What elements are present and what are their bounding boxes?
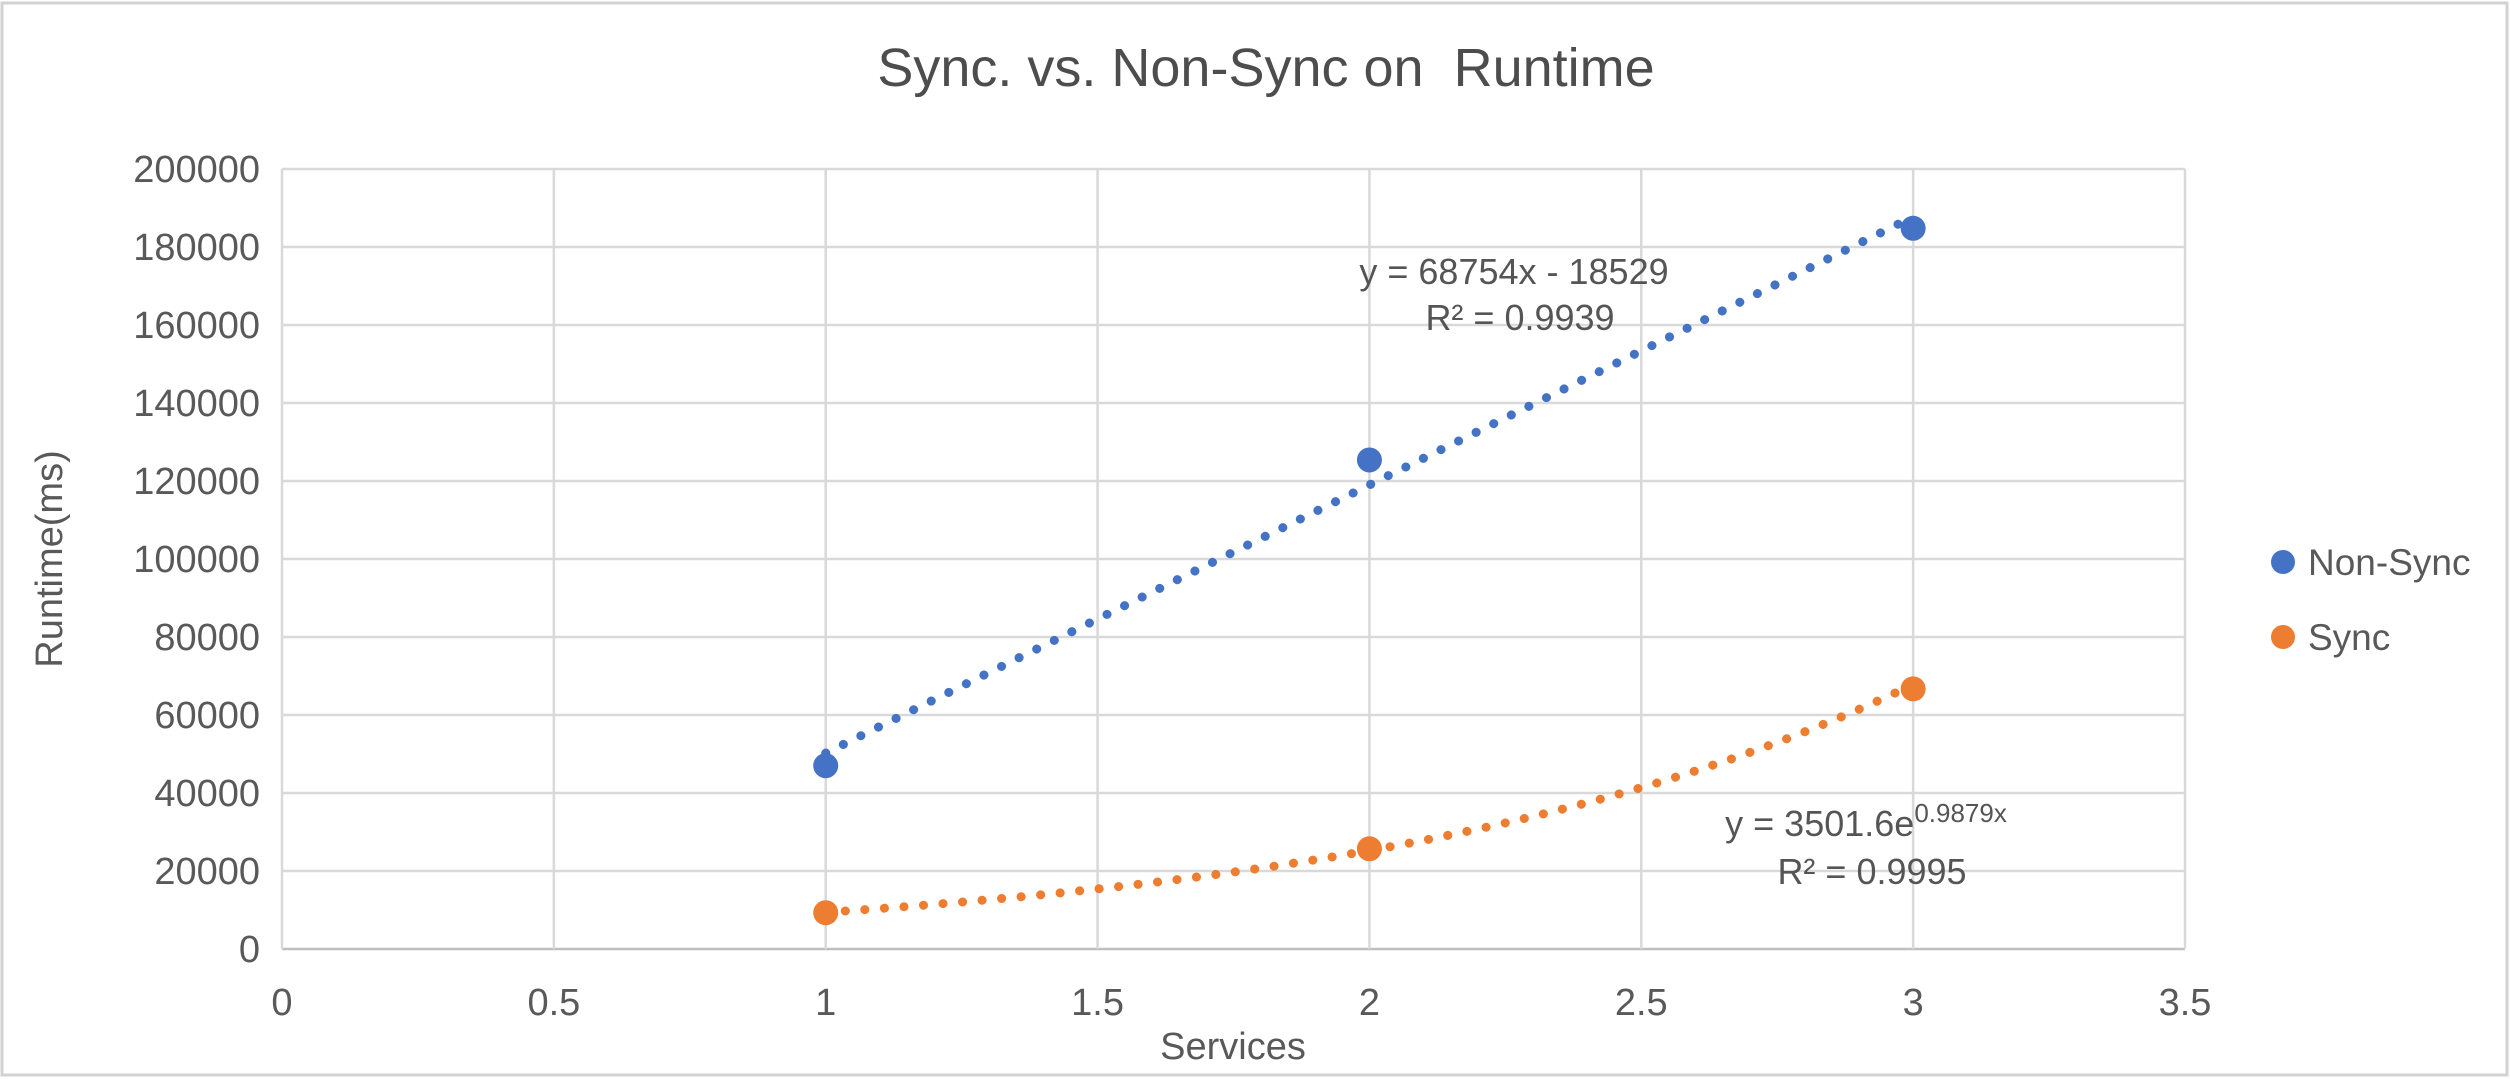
non-sync-r2-label: R² = 0.9939 <box>1425 297 1614 338</box>
x-tick-label: 0.5 <box>527 982 580 1024</box>
non-sync-equation-label: y = 68754x - 18529 <box>1359 251 1668 292</box>
x-tick-label: 3.5 <box>2159 982 2212 1024</box>
x-tick-label: 3 <box>1903 982 1924 1024</box>
sync-r2-label: R² = 0.9995 <box>1777 851 1966 892</box>
x-tick-label: 2 <box>1359 982 1380 1024</box>
y-tick-label: 20000 <box>154 851 260 893</box>
legend-label-non-sync: Non-Sync <box>2308 542 2470 583</box>
legend: Non-Sync Sync <box>2271 542 2470 658</box>
y-tick-label: 200000 <box>133 149 260 191</box>
y-tick-label: 60000 <box>154 695 260 737</box>
trendline-annotation-sync: y = 3501.6e0.9879x R² = 0.9995 <box>1725 798 2007 892</box>
x-tick-label: 2.5 <box>1615 982 1668 1024</box>
y-tick-label: 0 <box>239 929 260 971</box>
trendline-annotation-non-sync: y = 68754x - 18529 R² = 0.9939 <box>1359 251 1668 338</box>
y-tick-label: 80000 <box>154 617 260 659</box>
x-tick-label: 1.5 <box>1071 982 1124 1024</box>
sync-equation-label: y = 3501.6e0.9879x <box>1725 798 2007 844</box>
legend-marker-sync <box>2271 625 2295 649</box>
axis-tick-labels: 0 20000 40000 60000 80000 100000 120000 140000 1… <box>133 149 2211 1024</box>
non-sync-data-point-1 <box>813 753 839 779</box>
chart-title: Sync. vs. Non-Sync on Runtime <box>877 38 1654 98</box>
non-sync-data-point-2 <box>1356 447 1382 473</box>
sync-data-point-3 <box>1900 676 1926 702</box>
sync-data-point-1 <box>813 900 839 926</box>
y-tick-label: 160000 <box>133 305 260 347</box>
non-sync-trendline <box>821 212 1918 758</box>
x-tick-label: 1 <box>815 982 836 1024</box>
sync-data-point-2 <box>1356 836 1382 862</box>
non-sync-data-point-3 <box>1900 215 1926 241</box>
data-series <box>813 212 1926 926</box>
y-tick-label: 100000 <box>133 539 260 581</box>
legend-label-sync: Sync <box>2308 617 2390 658</box>
y-tick-label: 120000 <box>133 461 260 503</box>
sync-equation-base: y = 3501.6e <box>1725 803 1914 844</box>
sync-equation-exponent: 0.9879x <box>1914 798 2007 828</box>
legend-marker-non-sync <box>2271 550 2295 574</box>
gridlines <box>280 167 2187 951</box>
x-tick-label: 0 <box>271 982 292 1024</box>
y-tick-label: 180000 <box>133 227 260 269</box>
y-tick-label: 40000 <box>154 773 260 815</box>
y-tick-label: 140000 <box>133 383 260 425</box>
y-axis-title: Runtime(ms) <box>29 450 71 667</box>
x-axis-title: Services <box>1160 1026 1306 1068</box>
